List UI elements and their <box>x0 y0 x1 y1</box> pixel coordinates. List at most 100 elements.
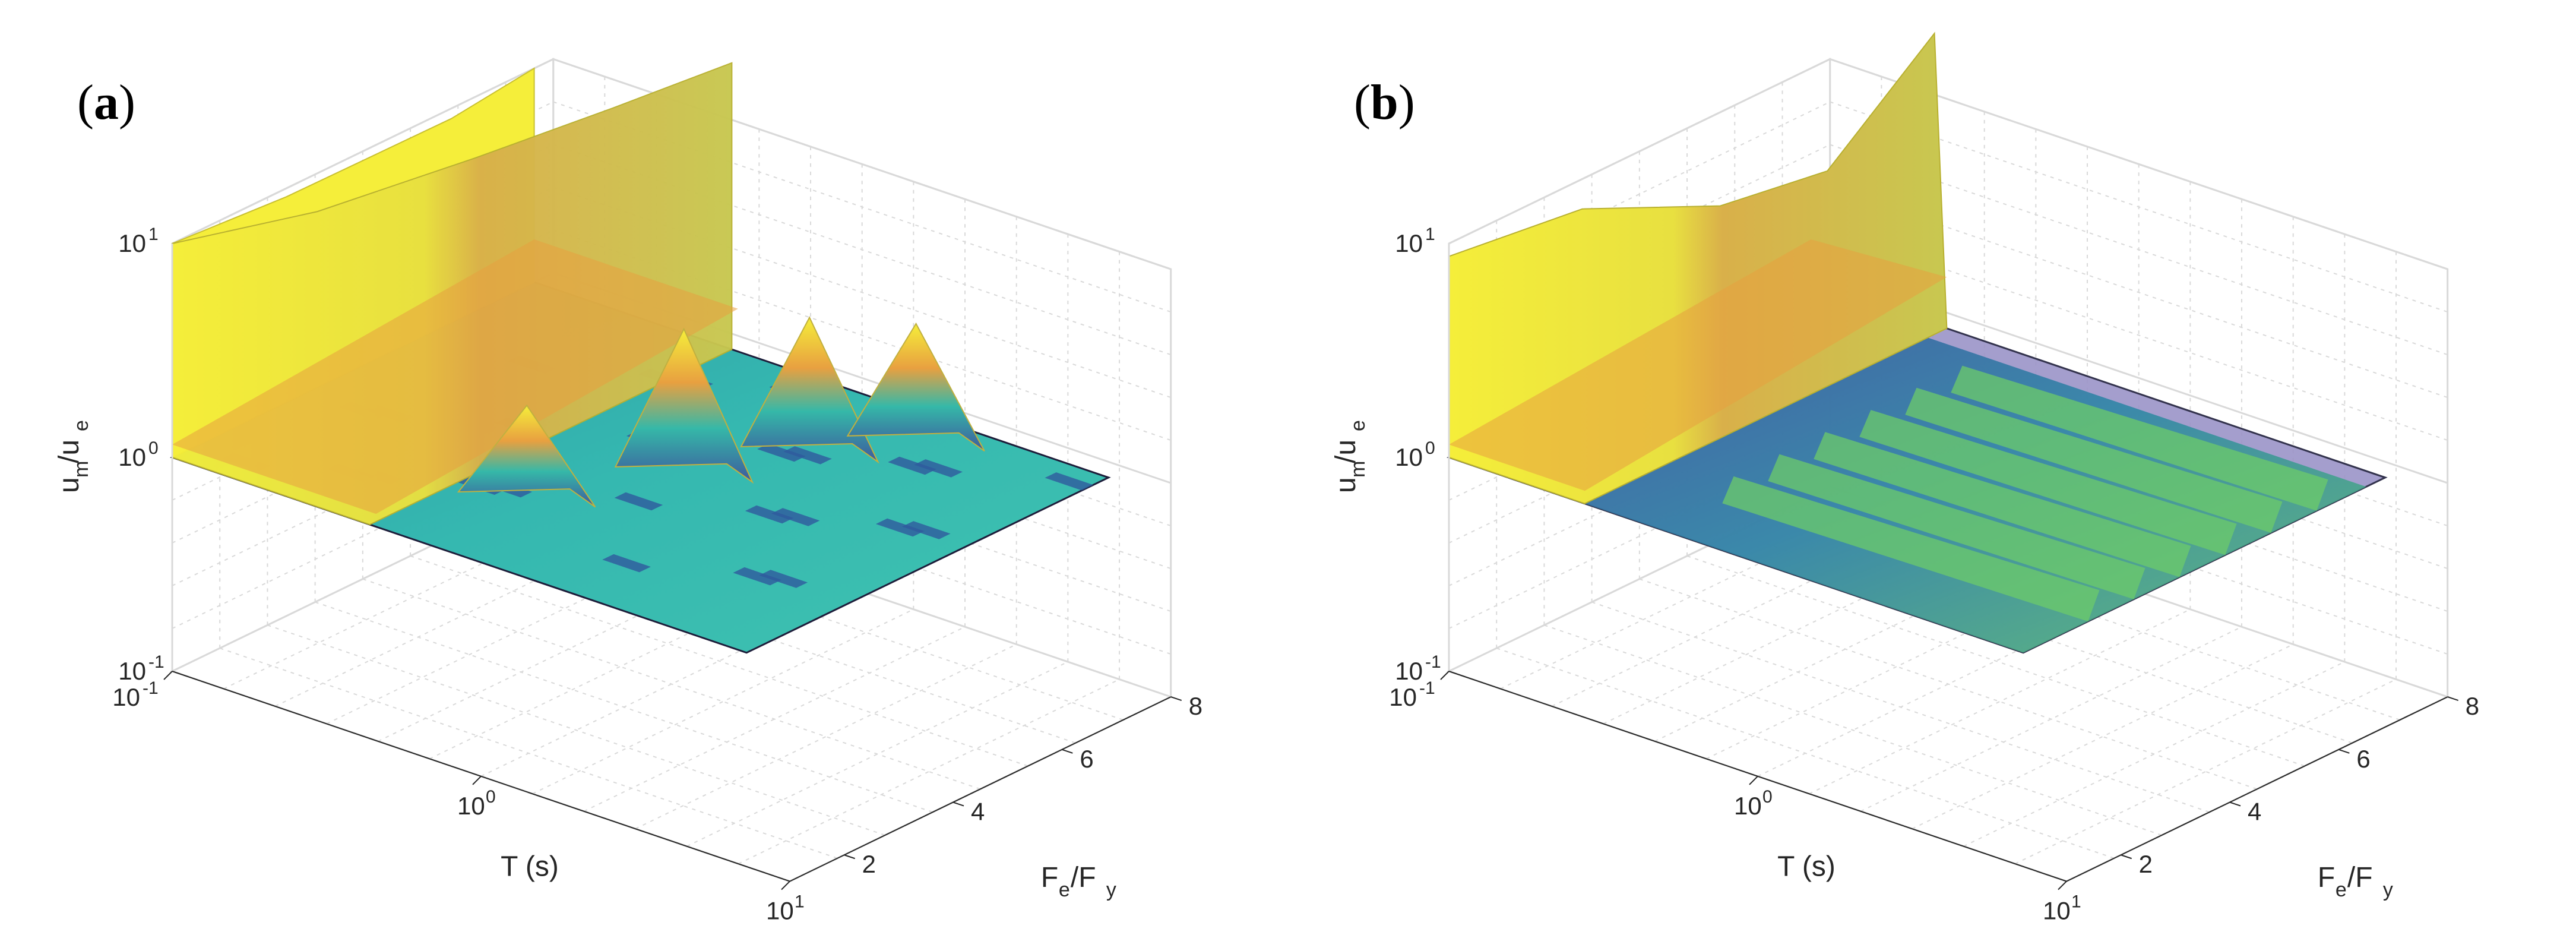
y-tick <box>2338 748 2350 754</box>
z-tick-label-exp: 1 <box>1425 225 1435 244</box>
z-tick-label: 10 0 <box>1395 438 1435 471</box>
z-tick-label: 10 1 <box>1395 225 1435 257</box>
z-axis-label-main: u <box>53 477 85 493</box>
y-tick <box>2121 854 2132 860</box>
surface-bump <box>614 327 754 484</box>
x-axis-label: T (s) <box>1777 851 1836 882</box>
surface-ridge-line <box>1722 476 2100 622</box>
grid-line <box>362 578 981 790</box>
surface-patch <box>783 446 832 465</box>
z-tick-label-exp: 0 <box>1425 438 1435 458</box>
y-tick-label: 8 <box>1189 692 1202 720</box>
surface-patch <box>745 505 794 524</box>
z-axis-label-main: u <box>1330 477 1362 493</box>
surface-bump <box>457 404 596 508</box>
x-tick <box>781 880 790 890</box>
surface-ridge-line <box>1951 365 2328 511</box>
panel-label-close: ) <box>119 75 135 130</box>
y-tick-label: 4 <box>2248 798 2261 826</box>
y-tick-label: 8 <box>2466 692 2479 720</box>
grid-line <box>1544 624 2162 836</box>
panel-label: (a) <box>77 75 135 130</box>
surface-ridge-line <box>1814 432 2191 577</box>
x-tick-label-base: 10 <box>2043 897 2071 925</box>
surface-patch <box>759 570 808 588</box>
z-tick-label-base: 10 <box>1395 229 1423 257</box>
x-tick <box>472 776 482 785</box>
panel-label-letter: a <box>94 75 119 130</box>
panel-label-open: ( <box>1354 75 1371 130</box>
x-tick <box>1440 671 1450 680</box>
x-tick <box>2058 880 2067 890</box>
x-tick-label: 10 0 <box>457 787 496 820</box>
major-grid-line <box>1448 58 1831 245</box>
surface-band <box>172 239 738 514</box>
z-axis-label-sub: e <box>1347 420 1369 431</box>
x-tick-label: 10 -1 <box>112 678 158 711</box>
x-tick-label-exp: 1 <box>795 892 805 912</box>
grid-line <box>1496 647 2115 859</box>
z-tick-label-exp: -1 <box>1425 652 1441 672</box>
surface-patch <box>771 508 820 526</box>
y-axis-label-sub: y <box>2383 879 2393 901</box>
y-axis-label-sub: y <box>1106 879 1116 901</box>
surface-ridge-line <box>1905 387 2283 533</box>
grid-line <box>1591 601 2210 813</box>
y-tick <box>2229 801 2241 807</box>
x-tick-label-base: 10 <box>457 792 485 820</box>
y-tick-label: 2 <box>2139 850 2153 878</box>
z-tick-label: 10 -1 <box>1395 652 1441 685</box>
surface-patch <box>733 567 782 586</box>
surface-patch <box>888 456 936 475</box>
panel-label-open: ( <box>77 75 94 130</box>
surface-patch <box>902 521 951 539</box>
z-tick-label-base: 10 <box>118 229 146 257</box>
y-tick <box>844 854 855 860</box>
grid-line <box>1639 578 2258 790</box>
surface-band <box>1449 239 1947 491</box>
x-tick-label-exp: 1 <box>2071 892 2081 912</box>
surface-bump <box>846 322 985 452</box>
y-tick-label: 6 <box>1080 745 1093 773</box>
z-tick-label: 10 1 <box>118 225 158 257</box>
z-axis-label: um/u e <box>53 420 93 493</box>
z-tick-label: 10 -1 <box>118 652 164 685</box>
x-tick-label-base: 10 <box>1734 792 1762 820</box>
surface-bump <box>740 316 880 464</box>
surface-patch <box>614 492 663 511</box>
z-tick-label-exp: 1 <box>148 225 159 244</box>
surface-ridge-line <box>1859 410 2237 555</box>
z-axis-label-sep: /u <box>1330 440 1362 463</box>
y-tick-label: 2 <box>862 850 876 878</box>
x-tick-label-base: 10 <box>766 897 794 925</box>
surface-patch <box>757 443 806 462</box>
grid-line <box>410 555 1028 767</box>
z-axis-label-sep: /u <box>53 440 85 463</box>
z-tick-label-base: 10 <box>118 657 146 685</box>
major-grid-line <box>172 58 554 245</box>
grid-line <box>315 601 933 813</box>
x-tick-label-base: 10 <box>112 683 140 711</box>
grid-line <box>267 624 885 836</box>
z-axis-label-sub: e <box>70 420 93 431</box>
y-tick-label: 4 <box>971 798 985 826</box>
x-tick-label-exp: 0 <box>1762 787 1773 807</box>
z-axis-label-sub: m <box>1347 461 1369 478</box>
x-tick-label: 10 0 <box>1734 787 1773 820</box>
x-tick-label: 10 -1 <box>1389 678 1435 711</box>
z-tick-label: 10 0 <box>118 438 158 471</box>
y-axis-label-main: F <box>2318 862 2335 893</box>
z-tick-label-base: 10 <box>118 443 146 471</box>
y-tick <box>2447 696 2459 702</box>
z-tick-label-exp: -1 <box>148 652 164 672</box>
z-axis-label-sub: m <box>70 461 93 478</box>
panel-label: (b) <box>1354 75 1415 130</box>
x-tick-label-exp: -1 <box>143 678 159 698</box>
y-axis-label-main: F <box>1041 862 1058 893</box>
y-axis-label-sub: e <box>1059 879 1070 901</box>
x-tick-label-exp: 0 <box>486 787 496 807</box>
